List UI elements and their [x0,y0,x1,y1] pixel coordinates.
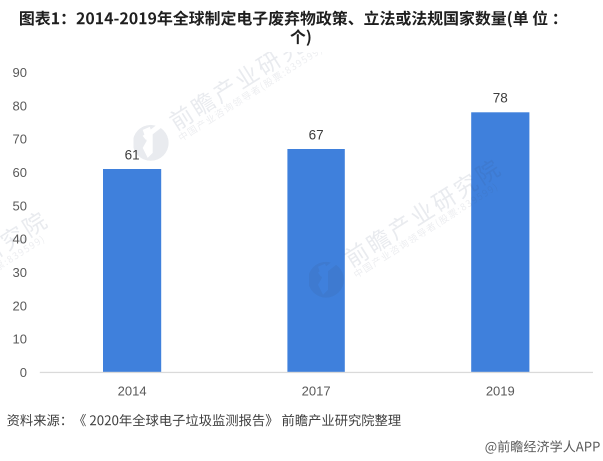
svg-text:50: 50 [13,198,27,213]
svg-text:80: 80 [13,98,27,113]
svg-text:67: 67 [309,127,324,142]
svg-text:0: 0 [20,365,27,380]
svg-text:78: 78 [493,91,508,106]
svg-text:20: 20 [13,298,27,313]
svg-text:40: 40 [13,232,27,247]
svg-text:60: 60 [13,165,27,180]
svg-text:90: 90 [13,65,27,80]
svg-text:2017: 2017 [302,383,331,398]
svg-text:2014: 2014 [118,383,147,398]
svg-text:30: 30 [13,265,27,280]
svg-text:61: 61 [125,147,140,162]
svg-text:70: 70 [13,132,27,147]
svg-text:10: 10 [13,332,27,347]
svg-text:2019: 2019 [486,383,515,398]
